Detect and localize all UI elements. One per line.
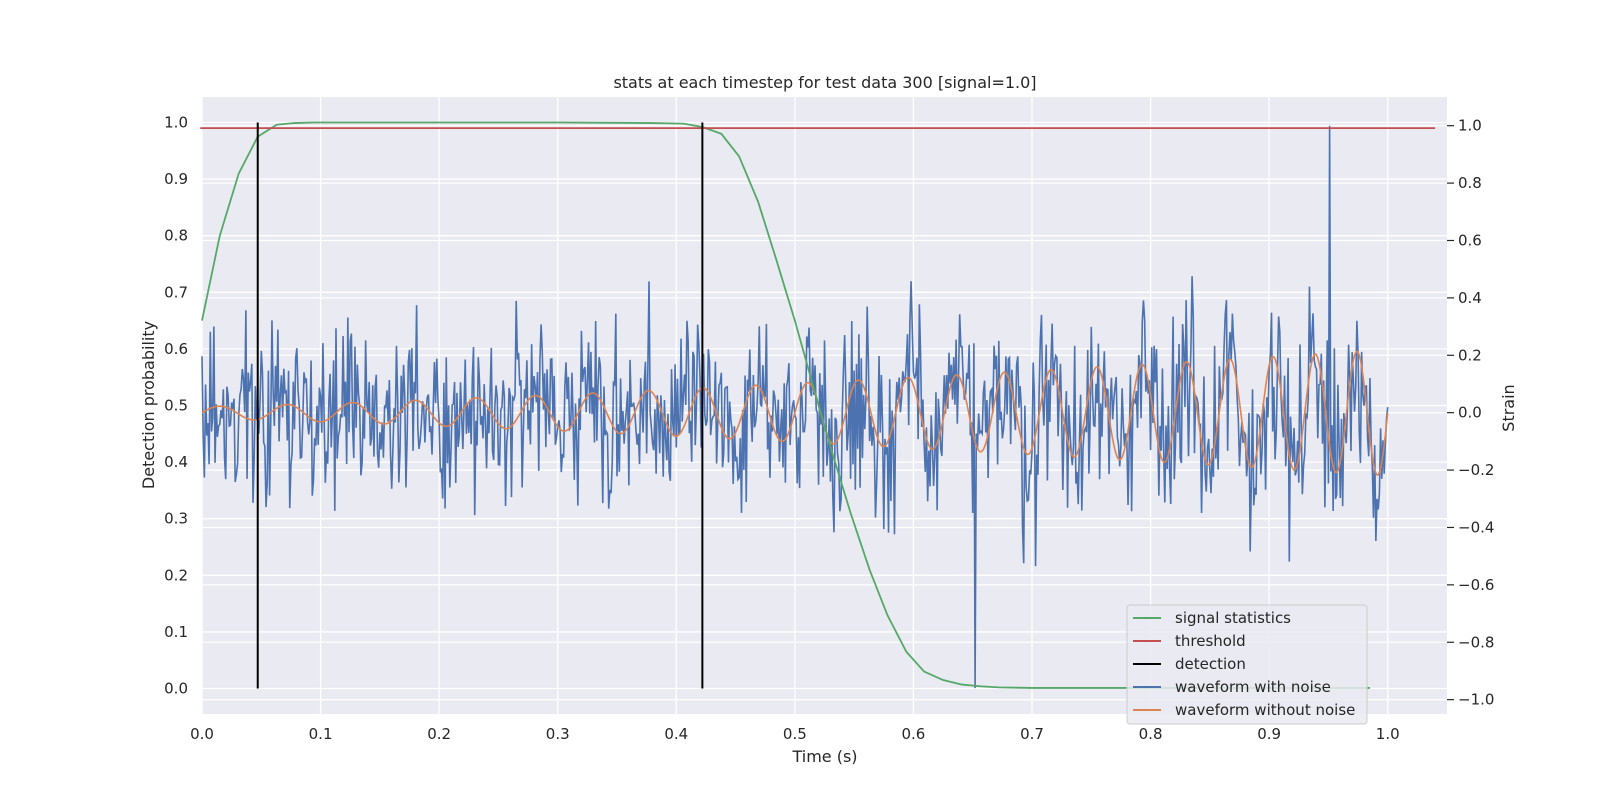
- x-tick-label: 0.5: [783, 725, 807, 743]
- x-axis-label: Time (s): [791, 747, 857, 766]
- y-right-tick-label: −0.6: [1458, 576, 1494, 594]
- x-tick-label: 0.4: [664, 725, 688, 743]
- detection-series: [256, 122, 704, 689]
- y-right-tick-label: 0.6: [1458, 231, 1482, 249]
- x-tick-label: 0.7: [1020, 725, 1044, 743]
- legend: signal statistics threshold detection wa…: [1126, 604, 1368, 725]
- y-right-tick-label: −0.8: [1458, 633, 1494, 651]
- y-right-tick-label: −1.0: [1458, 691, 1494, 709]
- signal-statistics-line: [201, 121, 1370, 689]
- legend-box: [1126, 604, 1368, 725]
- x-axis-ticks: 0.0 0.1 0.2 0.3 0.4 0.5 0.6 0.7 0.8 0.9 1.0: [190, 725, 1400, 743]
- y-left-tick-label: 0.4: [164, 453, 188, 471]
- y-right-tick-label: 0.8: [1458, 174, 1482, 192]
- y-left-tick-label: 0.1: [164, 623, 188, 641]
- x-tick-label: 1.0: [1376, 725, 1400, 743]
- y-left-axis-ticks: 0.0 0.1 0.2 0.3 0.4 0.5 0.6 0.7 0.8 0.9 1.0: [164, 113, 188, 697]
- y-right-tick-label: 0.4: [1458, 289, 1482, 307]
- signal-statistics-series: [201, 121, 1370, 689]
- y-left-tick-label: 0.2: [164, 566, 188, 584]
- y-left-tick-label: 0.0: [164, 680, 188, 698]
- y-right-tick-label: 0.0: [1458, 404, 1482, 422]
- x-tick-label: 0.0: [190, 725, 214, 743]
- y-right-axis-label: Strain: [1499, 384, 1518, 431]
- y-right-tick-label: 0.2: [1458, 346, 1482, 364]
- x-tick-label: 0.9: [1257, 725, 1281, 743]
- x-tick-label: 0.2: [427, 725, 451, 743]
- y-left-tick-label: 0.9: [164, 170, 188, 188]
- y-left-axis-label: Detection probability: [139, 321, 158, 489]
- y-right-tick-label: −0.2: [1458, 461, 1494, 479]
- y-left-tick-label: 0.8: [164, 227, 188, 245]
- legend-label-waveform-with-noise: waveform with noise: [1175, 678, 1331, 696]
- x-tick-label: 0.3: [546, 725, 570, 743]
- waveform-without-noise-series: [201, 350, 1389, 476]
- waveform-without-noise-line: [201, 350, 1389, 476]
- y-left-tick-label: 0.3: [164, 510, 188, 528]
- y-right-tick-label: −0.4: [1458, 518, 1494, 536]
- x-tick-label: 0.1: [309, 725, 333, 743]
- waveform-with-noise-line: [201, 125, 1389, 689]
- x-tick-label: 0.8: [1139, 725, 1163, 743]
- y-right-tick-label: 1.0: [1458, 117, 1482, 135]
- legend-label-waveform-without-noise: waveform without noise: [1175, 701, 1355, 719]
- x-tick-label: 0.6: [901, 725, 925, 743]
- legend-label-threshold: threshold: [1175, 632, 1246, 650]
- waveform-with-noise-series: [201, 125, 1389, 689]
- chart-title: stats at each timestep for test data 300…: [613, 73, 1036, 92]
- y-left-tick-label: 0.7: [164, 283, 188, 301]
- y-left-tick-label: 1.0: [164, 113, 188, 131]
- legend-label-signal-statistics: signal statistics: [1175, 609, 1291, 627]
- y-left-tick-label: 0.5: [164, 397, 188, 415]
- y-left-tick-label: 0.6: [164, 340, 188, 358]
- legend-label-detection: detection: [1175, 655, 1246, 673]
- y-right-axis-ticks: −1.0 −0.8 −0.6 −0.4 −0.2 0.0 0.2 0.4 0.6 0.8 1.0: [1447, 117, 1494, 709]
